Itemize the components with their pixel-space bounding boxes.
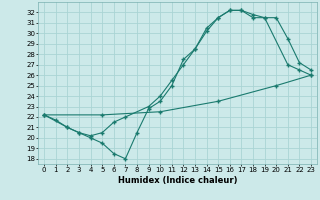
- X-axis label: Humidex (Indice chaleur): Humidex (Indice chaleur): [118, 176, 237, 185]
